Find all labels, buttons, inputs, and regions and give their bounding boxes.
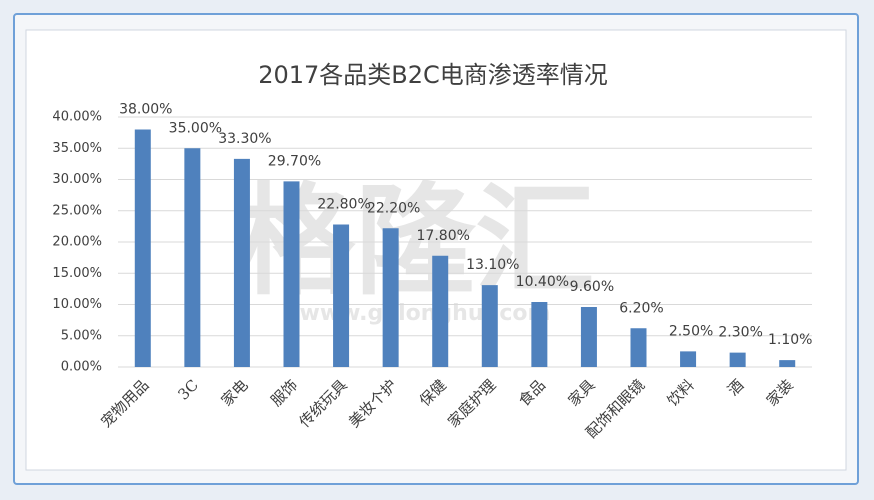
value-label: 29.70% (268, 153, 321, 169)
value-label: 22.80% (317, 197, 370, 213)
bar (729, 352, 746, 367)
bar (184, 148, 201, 367)
y-tick-label: 25.00% (52, 203, 102, 218)
bar (432, 255, 449, 367)
value-label: 9.60% (570, 279, 614, 295)
panel (25, 29, 847, 471)
value-label: 2.50% (669, 323, 713, 339)
bar (580, 307, 597, 367)
value-label: 33.30% (218, 131, 271, 147)
bar (779, 360, 796, 367)
y-tick-label: 30.00% (52, 172, 102, 187)
value-label: 17.80% (417, 228, 470, 244)
chart-title: 2017各品类B2C电商渗透率情况 (258, 61, 608, 89)
y-tick-label: 15.00% (52, 266, 102, 281)
value-label: 1.10% (768, 332, 812, 348)
value-label: 22.20% (367, 200, 420, 216)
value-label: 2.30% (718, 325, 762, 341)
value-label: 35.00% (169, 120, 222, 136)
bar (382, 228, 399, 367)
value-label: 6.20% (619, 300, 663, 316)
value-label: 10.40% (516, 274, 569, 290)
bar (283, 181, 300, 367)
y-tick-label: 0.00% (61, 360, 102, 375)
y-tick-label: 10.00% (52, 297, 102, 312)
y-tick-label: 35.00% (52, 141, 102, 156)
bar (333, 224, 350, 367)
bar (531, 302, 548, 367)
value-label: 38.00% (119, 102, 172, 118)
bar (630, 328, 647, 367)
y-tick-label: 20.00% (52, 235, 102, 250)
y-tick-label: 5.00% (61, 328, 102, 343)
bar (481, 285, 498, 367)
bar (233, 158, 250, 367)
bar (134, 129, 151, 367)
value-label: 13.10% (466, 257, 519, 273)
bar (680, 351, 697, 367)
y-tick-label: 40.00% (52, 110, 102, 125)
